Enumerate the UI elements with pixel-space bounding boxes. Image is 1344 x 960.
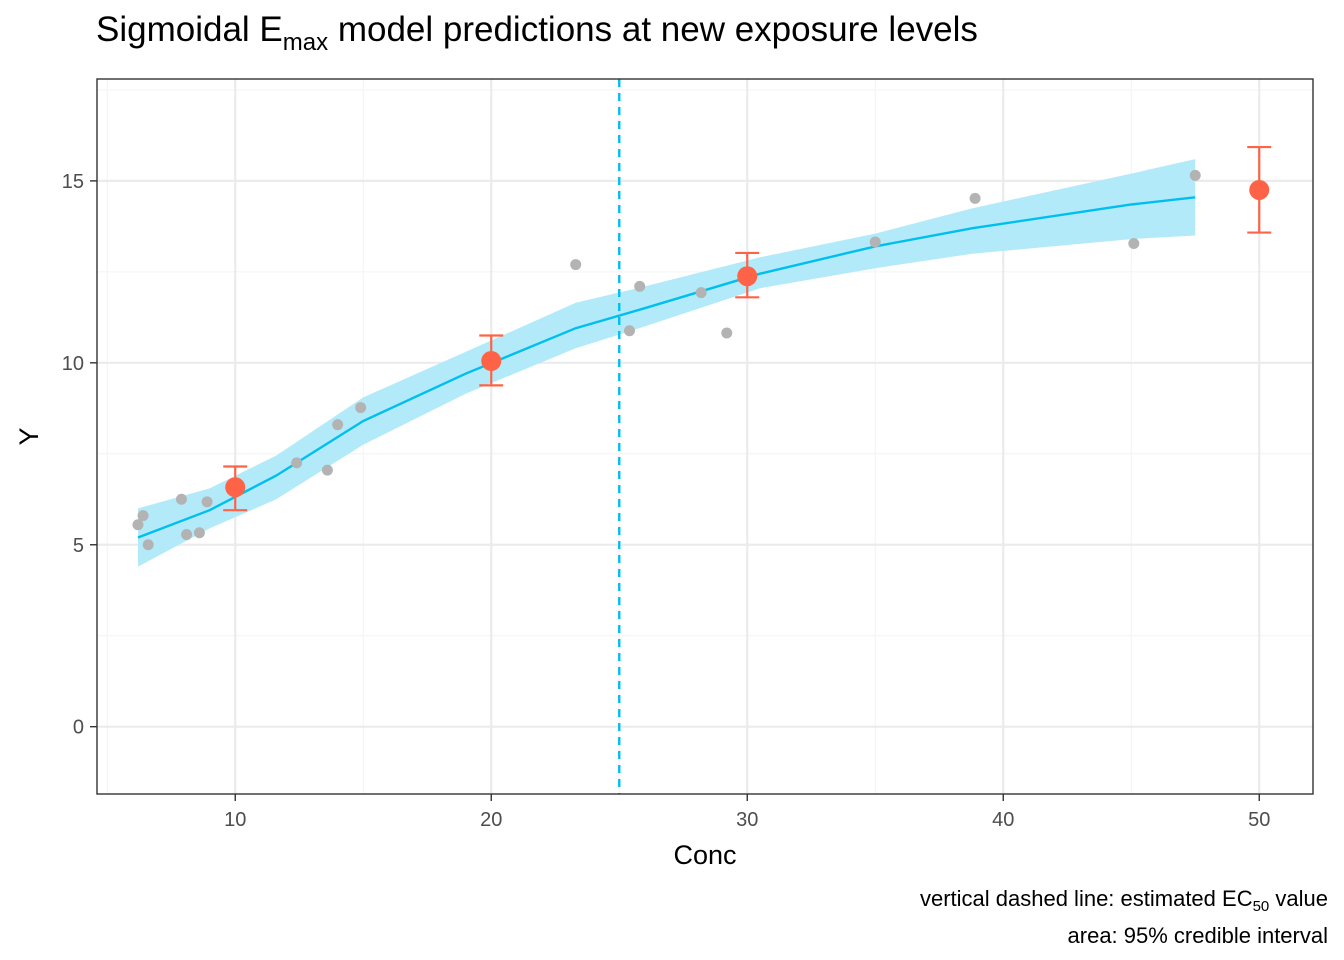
observed-point [201,496,213,508]
observed-point [332,419,344,431]
y-axis-title: Y [14,427,44,445]
y-tick-label: 5 [73,535,84,557]
chart-title-rest: model predictions at new exposure levels [328,10,978,49]
prediction-point [225,477,246,498]
observed-point [181,529,193,541]
caption-line-1-main: vertical dashed line: estimated EC [919,886,1253,911]
observed-point [634,280,646,292]
chart-title-subscript: max [282,29,329,56]
panel-border [96,78,1314,795]
observed-point [623,325,635,337]
caption-line-1-rest: value [1269,886,1328,911]
observed-point [355,402,367,414]
fit-line-layer [137,196,1196,539]
x-tick-label: 30 [736,809,758,831]
observed-point [1128,237,1140,249]
fit-line [137,196,1196,539]
grid-major [97,79,1313,794]
y-tick-label: 10 [62,353,84,375]
observed-point [193,527,205,539]
observed-point [142,539,154,551]
chart-title: Sigmoidal Emax model predictions at new … [96,10,978,57]
x-tick-label: 50 [1248,809,1270,831]
observed-points-layer [132,169,1201,551]
y-tick-label: 15 [62,171,84,193]
caption-line-1: vertical dashed line: estimated EC50 val… [920,884,1328,921]
prediction-point [481,350,502,371]
observed-point [1189,169,1201,181]
observed-point [175,493,187,505]
y-tick-label: 0 [73,717,84,739]
observed-point [291,457,303,469]
chart-title-main: Sigmoidal E [96,10,283,49]
x-axis-title: Conc [673,840,736,870]
observed-point [695,287,707,299]
observed-point [321,464,333,476]
x-tick-label: 20 [480,809,502,831]
observed-point [721,327,733,339]
observed-point [570,259,582,271]
credible-interval-band [138,159,1196,567]
x-tick-label: 10 [224,809,246,831]
observed-point [137,510,149,522]
observed-point [869,236,881,248]
x-tick-label: 40 [992,809,1014,831]
observed-point [132,519,144,531]
prediction-point [737,266,758,287]
chart-caption: vertical dashed line: estimated EC50 val… [920,884,1328,950]
prediction-point [1249,179,1270,200]
prediction-points-layer [223,145,1272,512]
caption-line-1-subscript: 50 [1252,898,1270,915]
credible-interval-layer [138,159,1196,567]
x-axis: 10 20 30 40 50 [224,794,1270,831]
y-axis: 0 5 10 15 [62,171,97,739]
observed-point [969,192,981,204]
caption-line-2: area: 95% credible interval [1067,923,1328,948]
